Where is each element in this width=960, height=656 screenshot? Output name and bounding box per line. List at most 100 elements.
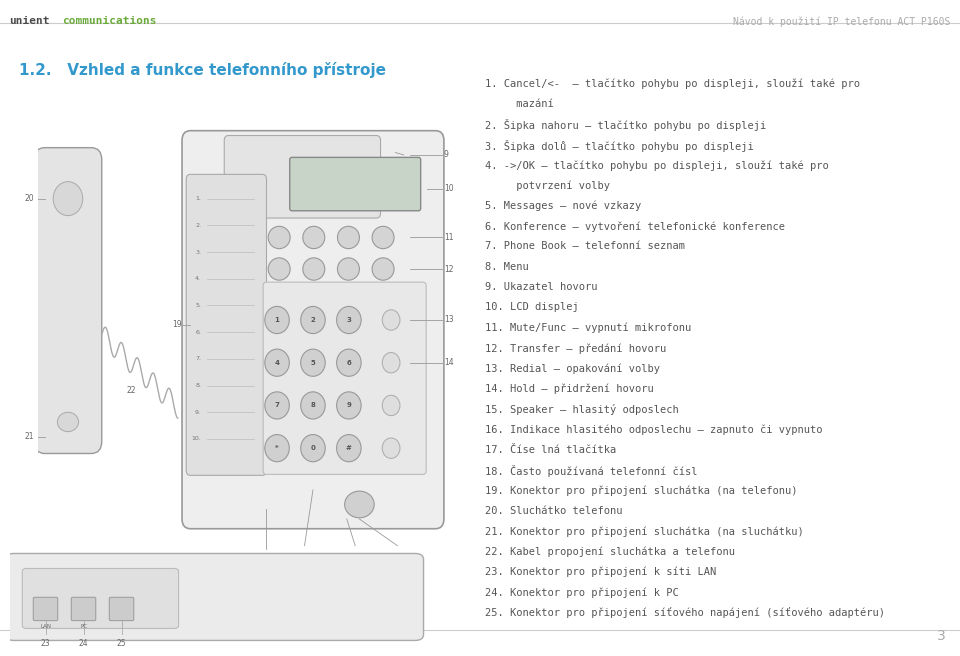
Text: 4.: 4. — [195, 276, 201, 281]
Text: 10. LCD displej: 10. LCD displej — [485, 302, 579, 312]
Text: 8: 8 — [310, 402, 316, 409]
Text: 9. Ukazatel hovoru: 9. Ukazatel hovoru — [485, 282, 597, 292]
Text: 21: 21 — [25, 432, 35, 441]
FancyBboxPatch shape — [225, 136, 380, 218]
Text: 15. Speaker – hlasitý odposlech: 15. Speaker – hlasitý odposlech — [485, 404, 679, 415]
Text: 10.: 10. — [191, 436, 201, 441]
Ellipse shape — [58, 412, 79, 432]
Ellipse shape — [372, 226, 394, 249]
Ellipse shape — [338, 226, 359, 249]
Ellipse shape — [302, 258, 324, 280]
Text: 22. Kabel propojení sluchátka a telefonu: 22. Kabel propojení sluchátka a telefonu — [485, 546, 734, 557]
Text: 4. ->/OK – tlačítko pohybu po displeji, slouží také pro: 4. ->/OK – tlačítko pohybu po displeji, … — [485, 160, 828, 171]
Text: 2. Šipka nahoru – tlačítko pohybu po displeji: 2. Šipka nahoru – tlačítko pohybu po dis… — [485, 119, 766, 131]
Text: 2: 2 — [311, 317, 315, 323]
Text: 1.: 1. — [195, 196, 201, 201]
Text: 2.: 2. — [195, 223, 201, 228]
Text: Návod k použití IP telefonu ACT P160S: Návod k použití IP telefonu ACT P160S — [733, 16, 950, 27]
Text: 1. Cancel/<-  – tlačítko pohybu po displeji, slouží také pro: 1. Cancel/<- – tlačítko pohybu po disple… — [485, 79, 860, 89]
FancyBboxPatch shape — [6, 554, 423, 640]
Ellipse shape — [268, 258, 290, 280]
Text: 20. Sluchátko telefonu: 20. Sluchátko telefonu — [485, 506, 622, 516]
FancyBboxPatch shape — [35, 148, 102, 453]
Text: 3: 3 — [347, 317, 351, 323]
Text: 3.: 3. — [195, 249, 201, 255]
Text: 13: 13 — [444, 316, 453, 325]
Text: 6: 6 — [347, 359, 351, 365]
Text: 11: 11 — [444, 233, 453, 242]
Text: 25: 25 — [117, 639, 127, 648]
Text: #: # — [346, 445, 351, 451]
Text: 8.: 8. — [195, 383, 201, 388]
Text: 15: 15 — [393, 553, 402, 562]
FancyBboxPatch shape — [71, 597, 96, 621]
Text: 3. Šipka dolů – tlačítko pohybu po displeji: 3. Šipka dolů – tlačítko pohybu po displ… — [485, 140, 754, 152]
Ellipse shape — [345, 491, 374, 518]
FancyBboxPatch shape — [109, 597, 133, 621]
Text: 20: 20 — [25, 194, 35, 203]
Text: 16. Indikace hlasitého odposlechu – zapnuto či vypnuto: 16. Indikace hlasitého odposlechu – zapn… — [485, 424, 823, 435]
Text: 12: 12 — [444, 264, 453, 274]
Text: LAN: LAN — [40, 624, 51, 629]
Text: 9: 9 — [444, 150, 448, 159]
Text: mazání: mazání — [485, 99, 554, 109]
Ellipse shape — [300, 306, 325, 334]
Text: 14. Hold – přidržení hovoru: 14. Hold – přidržení hovoru — [485, 384, 654, 394]
Ellipse shape — [300, 349, 325, 377]
FancyBboxPatch shape — [186, 174, 267, 476]
Ellipse shape — [300, 392, 325, 419]
Text: 18. Často používaná telefonní čísl: 18. Často používaná telefonní čísl — [485, 465, 697, 477]
Ellipse shape — [337, 306, 361, 334]
Text: 9: 9 — [347, 402, 351, 409]
Text: unient: unient — [10, 16, 50, 26]
Text: 11. Mute/Func – vypnutí mikrofonu: 11. Mute/Func – vypnutí mikrofonu — [485, 323, 691, 333]
Text: 7: 7 — [275, 402, 279, 409]
Text: 24. Konektor pro připojení k PC: 24. Konektor pro připojení k PC — [485, 587, 679, 598]
Ellipse shape — [265, 349, 289, 377]
Text: 12. Transfer – předání hovoru: 12. Transfer – předání hovoru — [485, 343, 666, 354]
Text: 9.: 9. — [195, 410, 201, 415]
Ellipse shape — [337, 349, 361, 377]
Text: 5. Messages – nové vzkazy: 5. Messages – nové vzkazy — [485, 201, 641, 211]
Text: 24: 24 — [79, 639, 88, 648]
Text: 6.: 6. — [195, 329, 201, 335]
Ellipse shape — [382, 352, 400, 373]
FancyBboxPatch shape — [22, 569, 179, 628]
Text: *: * — [276, 445, 278, 451]
Text: 19: 19 — [173, 320, 182, 329]
Text: 3: 3 — [937, 629, 946, 643]
Ellipse shape — [265, 434, 289, 462]
Text: 8. Menu: 8. Menu — [485, 262, 529, 272]
Text: 6. Konference – vytvoření telefonické konference: 6. Konference – vytvoření telefonické ko… — [485, 221, 784, 232]
Ellipse shape — [300, 434, 325, 462]
Text: potvrzení volby: potvrzení volby — [485, 180, 610, 191]
Text: communications: communications — [62, 16, 156, 26]
Ellipse shape — [382, 395, 400, 416]
FancyBboxPatch shape — [263, 282, 426, 474]
Ellipse shape — [265, 306, 289, 334]
Ellipse shape — [338, 258, 359, 280]
Text: 5.: 5. — [195, 303, 201, 308]
Ellipse shape — [382, 438, 400, 459]
Ellipse shape — [372, 258, 394, 280]
Text: 13. Redial – opakování volby: 13. Redial – opakování volby — [485, 363, 660, 374]
Text: 7. Phone Book – telefonní seznam: 7. Phone Book – telefonní seznam — [485, 241, 684, 251]
FancyBboxPatch shape — [290, 157, 420, 211]
Text: 22: 22 — [127, 386, 136, 395]
Ellipse shape — [268, 226, 290, 249]
Text: PC: PC — [80, 624, 87, 629]
Text: 1: 1 — [275, 317, 279, 323]
Ellipse shape — [53, 182, 83, 216]
Ellipse shape — [337, 434, 361, 462]
Text: 21. Konektor pro připojení sluchátka (na sluchátku): 21. Konektor pro připojení sluchátka (na… — [485, 526, 804, 537]
Text: 23: 23 — [40, 639, 50, 648]
Text: 17. Číse lná tlačítka: 17. Číse lná tlačítka — [485, 445, 616, 455]
Text: 7.: 7. — [195, 356, 201, 361]
FancyBboxPatch shape — [34, 597, 58, 621]
Text: 10: 10 — [444, 184, 453, 194]
Text: 23. Konektor pro připojení k síti LAN: 23. Konektor pro připojení k síti LAN — [485, 567, 716, 577]
Text: 17: 17 — [300, 553, 309, 562]
Text: 0: 0 — [310, 445, 316, 451]
Text: 5: 5 — [311, 359, 315, 365]
Ellipse shape — [382, 310, 400, 330]
